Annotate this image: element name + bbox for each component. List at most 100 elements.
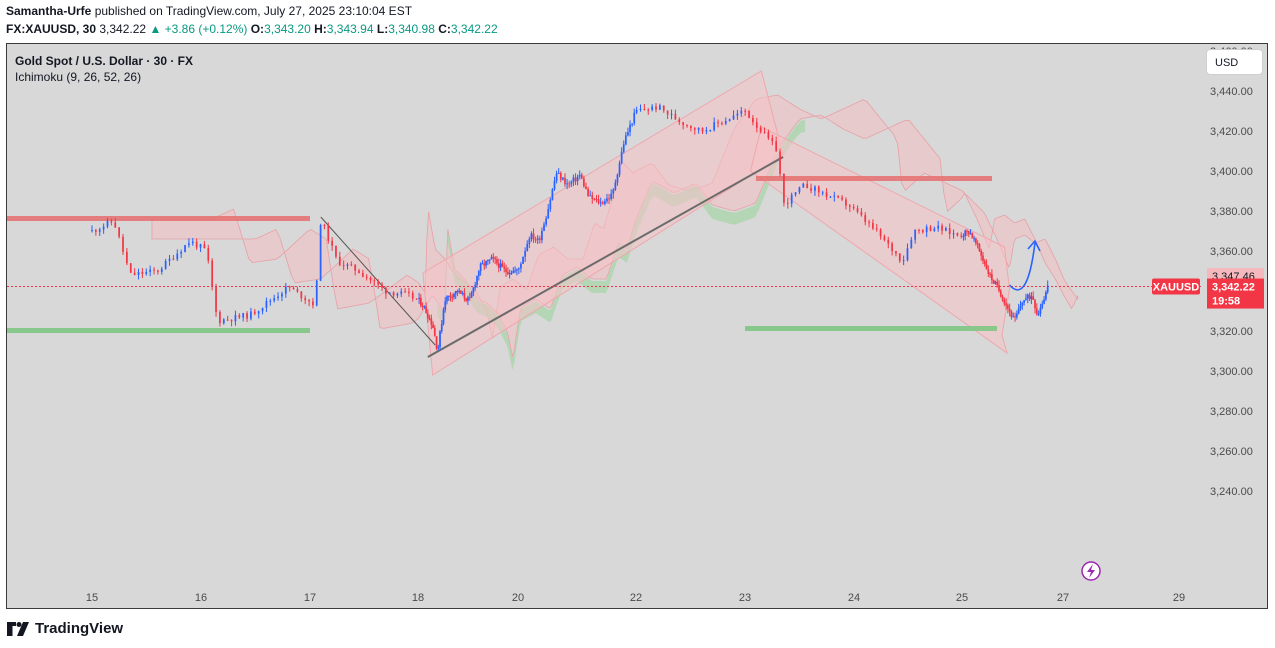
indicator-legend[interactable]: Ichimoku (9, 26, 52, 26) [15, 70, 142, 84]
candle-body [872, 222, 874, 229]
price-chart[interactable]: 3,480.003,460.003,440.003,420.003,400.00… [7, 44, 1268, 609]
candle-body [989, 273, 991, 275]
publish-text: published on TradingView.com, July 27, 2… [94, 4, 413, 18]
candle-body [312, 301, 314, 306]
candle [921, 229, 924, 234]
candle [530, 231, 533, 242]
candle-body [460, 290, 462, 294]
candle-body [585, 186, 587, 189]
candle [428, 314, 431, 321]
candle-body [655, 106, 657, 110]
candle-body [520, 263, 522, 269]
candle [568, 180, 571, 188]
forecast-arrow-head[interactable] [1027, 239, 1041, 252]
candle-body [597, 199, 600, 204]
candle-body [624, 135, 627, 145]
candle-body [444, 301, 447, 310]
candle-body [971, 233, 974, 239]
candle-body [662, 105, 665, 111]
candle [987, 265, 990, 278]
candle-body [987, 269, 990, 274]
support-zone-right[interactable] [745, 326, 997, 331]
candle [418, 292, 420, 304]
candle-body [976, 243, 979, 245]
candle-body [933, 228, 936, 231]
price-axis-area[interactable] [1202, 44, 1268, 609]
candle [503, 262, 506, 273]
candle [589, 190, 592, 197]
ascending-trendline[interactable] [427, 156, 784, 358]
candle-body [532, 233, 535, 240]
candle-body [610, 193, 613, 199]
candle-body [790, 194, 793, 204]
candle [864, 212, 867, 226]
candle-body [415, 298, 418, 300]
candle [599, 197, 602, 207]
candle-body [837, 195, 840, 198]
candle-body [461, 293, 464, 295]
candle-body [408, 291, 410, 293]
candle-body [875, 228, 878, 230]
descending-channel[interactable] [749, 126, 1011, 355]
candle [717, 119, 719, 128]
candle [686, 124, 688, 128]
candle-body [724, 121, 727, 124]
candle [312, 297, 314, 309]
candle [454, 290, 457, 299]
symbol-tag[interactable] [1152, 278, 1200, 295]
candle-body [524, 251, 527, 257]
candle-body [557, 173, 560, 175]
candle [408, 287, 410, 297]
candle [1015, 310, 1018, 320]
candle [952, 229, 955, 239]
candle-body [250, 311, 252, 319]
high-value: 3,343.94 [326, 22, 374, 36]
candle [281, 291, 283, 302]
candle [895, 250, 897, 257]
candle-body [388, 292, 391, 294]
candle-body [998, 285, 1000, 291]
candle-body [572, 177, 575, 182]
candle [736, 109, 739, 120]
candle [492, 253, 495, 263]
candle [1028, 292, 1031, 302]
candle [973, 235, 975, 242]
chart-pane[interactable]: 3,480.003,460.003,440.003,420.003,400.00… [6, 43, 1268, 609]
candle-body [755, 122, 758, 128]
tradingview-logo[interactable]: TradingView [7, 620, 123, 637]
candle-body [553, 180, 556, 190]
candle [1023, 300, 1025, 306]
candle [992, 279, 995, 285]
candle-body [492, 257, 495, 259]
candle-body [713, 122, 716, 131]
y-tick-label: 3,260.00 [1210, 446, 1253, 458]
candle-body [499, 263, 502, 268]
candle-body [635, 109, 638, 113]
lightning-icon[interactable] [1081, 561, 1101, 581]
candle-body [497, 263, 500, 268]
candle-body [342, 265, 345, 267]
candle-body [740, 110, 743, 114]
candle-body [1037, 313, 1040, 315]
candle-body [1030, 296, 1033, 300]
candle [497, 258, 500, 273]
currency-button[interactable]: USD [1206, 49, 1263, 75]
candle [534, 236, 537, 243]
candle [250, 307, 252, 321]
candle-body [883, 236, 886, 240]
resistance-zone-left[interactable] [7, 216, 310, 221]
support-zone-left[interactable] [7, 328, 310, 333]
candle-body [620, 151, 623, 164]
candle-body [433, 328, 436, 337]
forecast-arrow[interactable] [1008, 242, 1036, 291]
author-name[interactable]: Samantha-Urfe [6, 4, 92, 18]
candle-body [593, 198, 596, 200]
candle-body [937, 225, 940, 229]
candle-body [456, 290, 459, 293]
candle [331, 237, 333, 251]
candle-body [226, 319, 229, 321]
candle [304, 295, 307, 305]
candle-body [1007, 305, 1009, 309]
candle [456, 289, 459, 297]
resistance-zone-right[interactable] [755, 176, 992, 181]
